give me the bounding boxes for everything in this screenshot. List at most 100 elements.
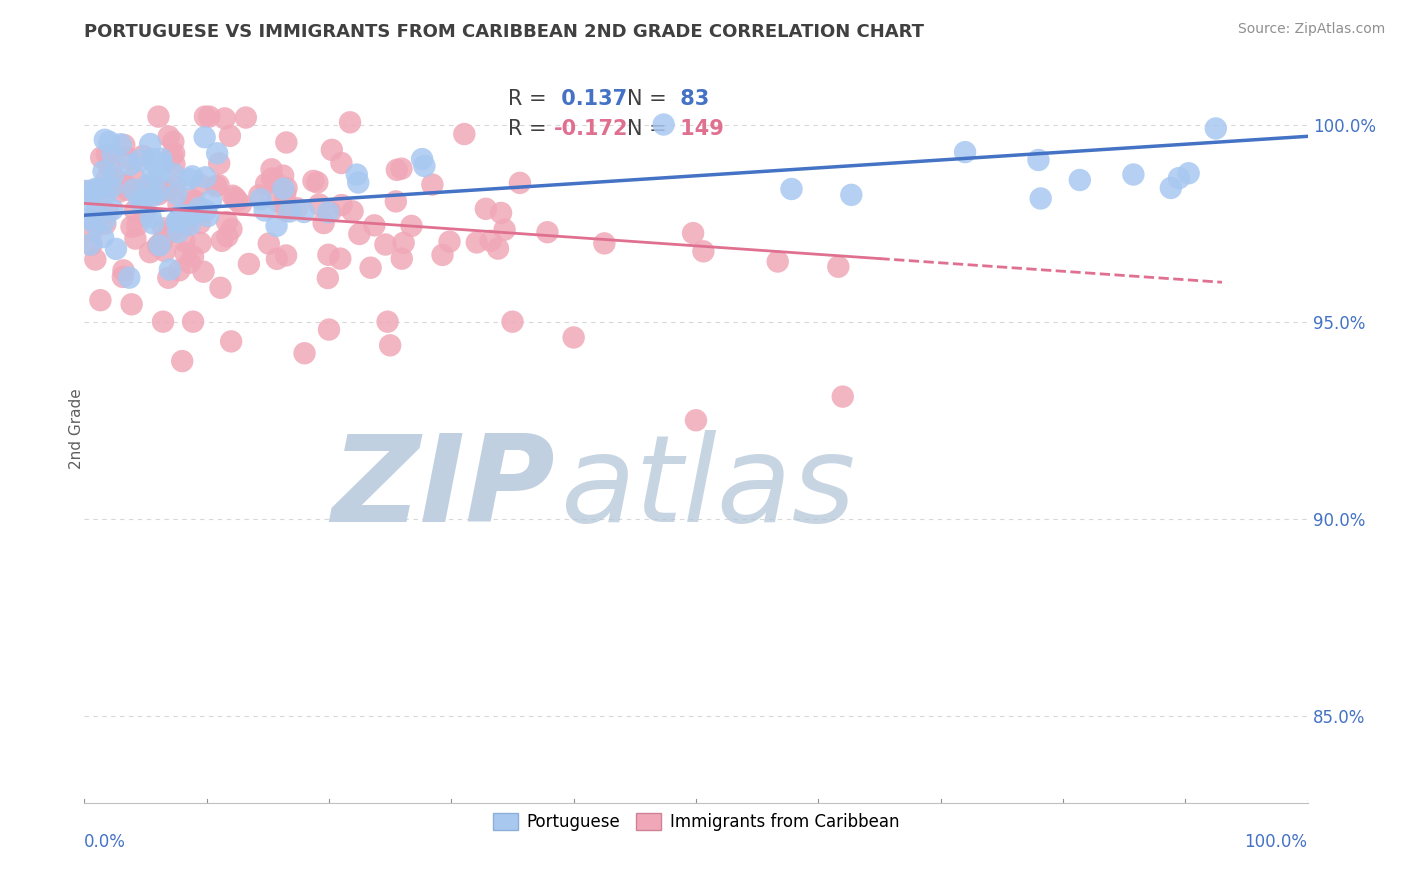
Point — [112, 138, 135, 153]
Point — [308, 197, 330, 211]
Point — [112, 263, 135, 277]
Point — [266, 252, 288, 266]
Point — [84, 182, 107, 196]
Point — [489, 206, 512, 220]
Point — [157, 225, 180, 239]
Point — [249, 192, 271, 206]
Point — [271, 169, 294, 183]
Point — [157, 270, 180, 285]
Point — [391, 161, 413, 176]
Point — [342, 204, 364, 219]
Point — [219, 128, 242, 143]
Point — [124, 232, 146, 246]
Point — [174, 245, 197, 260]
Point — [316, 205, 339, 219]
Point — [827, 260, 849, 274]
Point — [1069, 173, 1091, 187]
Point — [276, 136, 298, 150]
Point — [536, 225, 558, 239]
Point — [80, 237, 103, 252]
Point — [142, 167, 165, 181]
Point — [226, 194, 249, 208]
Point — [167, 213, 190, 227]
Point — [150, 235, 173, 249]
Point — [169, 263, 191, 277]
Point — [152, 315, 174, 329]
Point — [1168, 171, 1191, 186]
Point — [692, 244, 714, 259]
Text: 0.0%: 0.0% — [84, 833, 127, 851]
Point — [339, 115, 361, 129]
Point — [215, 215, 238, 229]
Point — [238, 257, 260, 271]
Point — [205, 146, 228, 161]
Point — [148, 238, 170, 252]
Point — [120, 158, 142, 172]
Point — [94, 217, 117, 231]
Point — [841, 187, 863, 202]
Point — [475, 202, 498, 216]
Point — [104, 242, 127, 256]
Point — [194, 130, 217, 145]
Point — [142, 217, 165, 231]
Point — [179, 256, 201, 270]
Point — [136, 178, 159, 192]
Point — [685, 413, 707, 427]
Point — [321, 143, 343, 157]
Point — [274, 197, 297, 211]
Point — [432, 248, 454, 262]
Point — [131, 194, 153, 208]
Point — [274, 187, 297, 202]
Point — [120, 219, 142, 234]
Point — [84, 252, 107, 267]
Point — [115, 183, 138, 197]
Point — [209, 281, 232, 295]
Point — [101, 202, 124, 217]
Point — [1028, 153, 1050, 167]
Point — [159, 262, 181, 277]
Point — [181, 250, 204, 264]
Point — [82, 214, 104, 228]
Point — [180, 208, 202, 222]
Point — [91, 230, 114, 244]
Point — [77, 211, 100, 226]
Point — [453, 127, 475, 141]
Point — [139, 136, 162, 151]
Point — [148, 110, 170, 124]
Point — [84, 203, 107, 218]
Point — [194, 110, 217, 124]
Point — [98, 135, 121, 149]
Point — [84, 183, 107, 197]
Point — [163, 157, 186, 171]
Point — [190, 178, 212, 192]
Point — [97, 205, 120, 219]
Point — [163, 146, 186, 161]
Point — [346, 168, 368, 182]
Point — [479, 234, 502, 248]
Point — [188, 201, 211, 215]
Point — [170, 207, 193, 221]
Point — [224, 191, 246, 205]
Point — [562, 330, 585, 344]
Point — [181, 315, 204, 329]
Point — [266, 194, 288, 208]
Point — [162, 167, 184, 181]
Point — [260, 162, 283, 177]
Point — [1160, 181, 1182, 195]
Point — [316, 271, 339, 285]
Point — [385, 194, 408, 209]
Point — [1177, 166, 1199, 180]
Point — [181, 169, 204, 184]
Point — [89, 187, 111, 202]
Point — [766, 254, 789, 268]
Point — [80, 194, 103, 208]
Point — [330, 156, 353, 170]
Point — [401, 219, 423, 233]
Point — [198, 110, 221, 124]
Text: 100.0%: 100.0% — [1244, 833, 1308, 851]
Point — [318, 322, 340, 336]
Point — [117, 151, 139, 165]
Point — [145, 158, 167, 172]
Point — [153, 244, 176, 259]
Point — [219, 334, 242, 349]
